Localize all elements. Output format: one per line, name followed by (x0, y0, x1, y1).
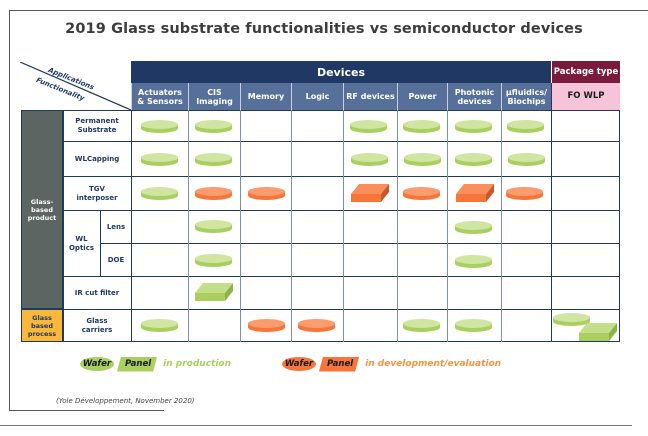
matrix-grid (131, 110, 620, 342)
wafer-production-icon (507, 120, 544, 133)
col-header-logic: Logic (291, 83, 343, 110)
col-header-fowlp: FO WLP (551, 83, 620, 110)
col-header-actuators: Actuators & Sensors (131, 83, 188, 110)
source-note: (Yole Développement, November 2020) (56, 397, 195, 405)
group-glass-based-product: Glass-based product (21, 110, 63, 309)
left-column-border (63, 110, 64, 342)
figure-frame (9, 10, 648, 410)
wafer-production-icon (141, 319, 178, 332)
panel-production-icon (579, 323, 617, 341)
wafer-production-icon (404, 153, 441, 166)
col-header-photonic: Photonic devices (447, 83, 501, 110)
corner-diagonal-line (20, 62, 132, 110)
wafer-production-icon (455, 319, 492, 332)
panel-production-icon (195, 283, 233, 301)
wafer-production-icon (350, 120, 387, 133)
legend-panel-development: Panel (319, 356, 360, 372)
wafer-production-icon (508, 153, 545, 166)
row-label-permanent-substrate: Permanent Substrate (63, 110, 131, 141)
devices-header: Devices (131, 61, 551, 83)
wafer-production-icon (455, 221, 492, 234)
panel-development-icon (456, 184, 494, 202)
legend-production-label: in production (163, 359, 232, 369)
wafer-production-icon (195, 220, 232, 233)
row-label-ir-cut-filter: IR cut filter (63, 276, 131, 309)
wafer-production-icon (403, 120, 440, 133)
wafer-development-icon (248, 319, 285, 332)
group-wl-optics: WL Optics (63, 210, 100, 276)
wafer-production-icon (195, 120, 232, 133)
col-header-cis: CIS Imaging (188, 83, 240, 110)
legend-wafer-production: Wafer (80, 357, 114, 371)
wafer-production-icon (351, 153, 388, 166)
chart-title: 2019 Glass substrate functionalities vs … (65, 21, 583, 37)
legend-development-label: in development/evaluation (365, 359, 502, 369)
row-label-glass-carriers: Glass carriers (63, 309, 131, 342)
row-label-lens: Lens (100, 210, 131, 243)
col-header-power: Power (397, 83, 447, 110)
wafer-production-icon (195, 254, 232, 267)
legend-panel-production: Panel (117, 356, 158, 372)
legend-production: Wafer Panel in production (80, 356, 231, 372)
col-header-rf: RF devices (343, 83, 397, 110)
wafer-production-icon (141, 187, 178, 200)
frame-bottom-rule (9, 410, 164, 411)
wafer-production-icon (455, 255, 492, 268)
wafer-development-icon (506, 187, 543, 200)
col-header-memory: Memory (240, 83, 291, 110)
row-label-doe: DOE (100, 243, 131, 276)
row-label-tgv-interposer: TGV interposer (63, 176, 131, 210)
wafer-production-icon (141, 153, 178, 166)
legend-development: Wafer Panel in development/evaluation (282, 356, 501, 372)
legend-wafer-development: Wafer (282, 357, 316, 371)
wafer-development-icon (195, 187, 232, 200)
group-glass-based-process: Glass based process (21, 309, 63, 342)
wafer-production-icon (455, 120, 492, 133)
col-header-mfluidics: µfluidics/Biochips (501, 83, 551, 110)
wafer-development-icon (248, 187, 285, 200)
wafer-development-icon (403, 187, 440, 200)
wafer-production-icon (455, 153, 492, 166)
wafer-production-icon (403, 319, 440, 332)
package-type-header: Package type (551, 61, 620, 83)
row-label-wlcapping: WLCapping (63, 141, 131, 176)
page-rule (0, 425, 632, 426)
panel-development-icon (351, 184, 389, 202)
wafer-production-icon (195, 153, 232, 166)
wafer-development-icon (298, 319, 335, 332)
wafer-production-icon (141, 120, 178, 133)
